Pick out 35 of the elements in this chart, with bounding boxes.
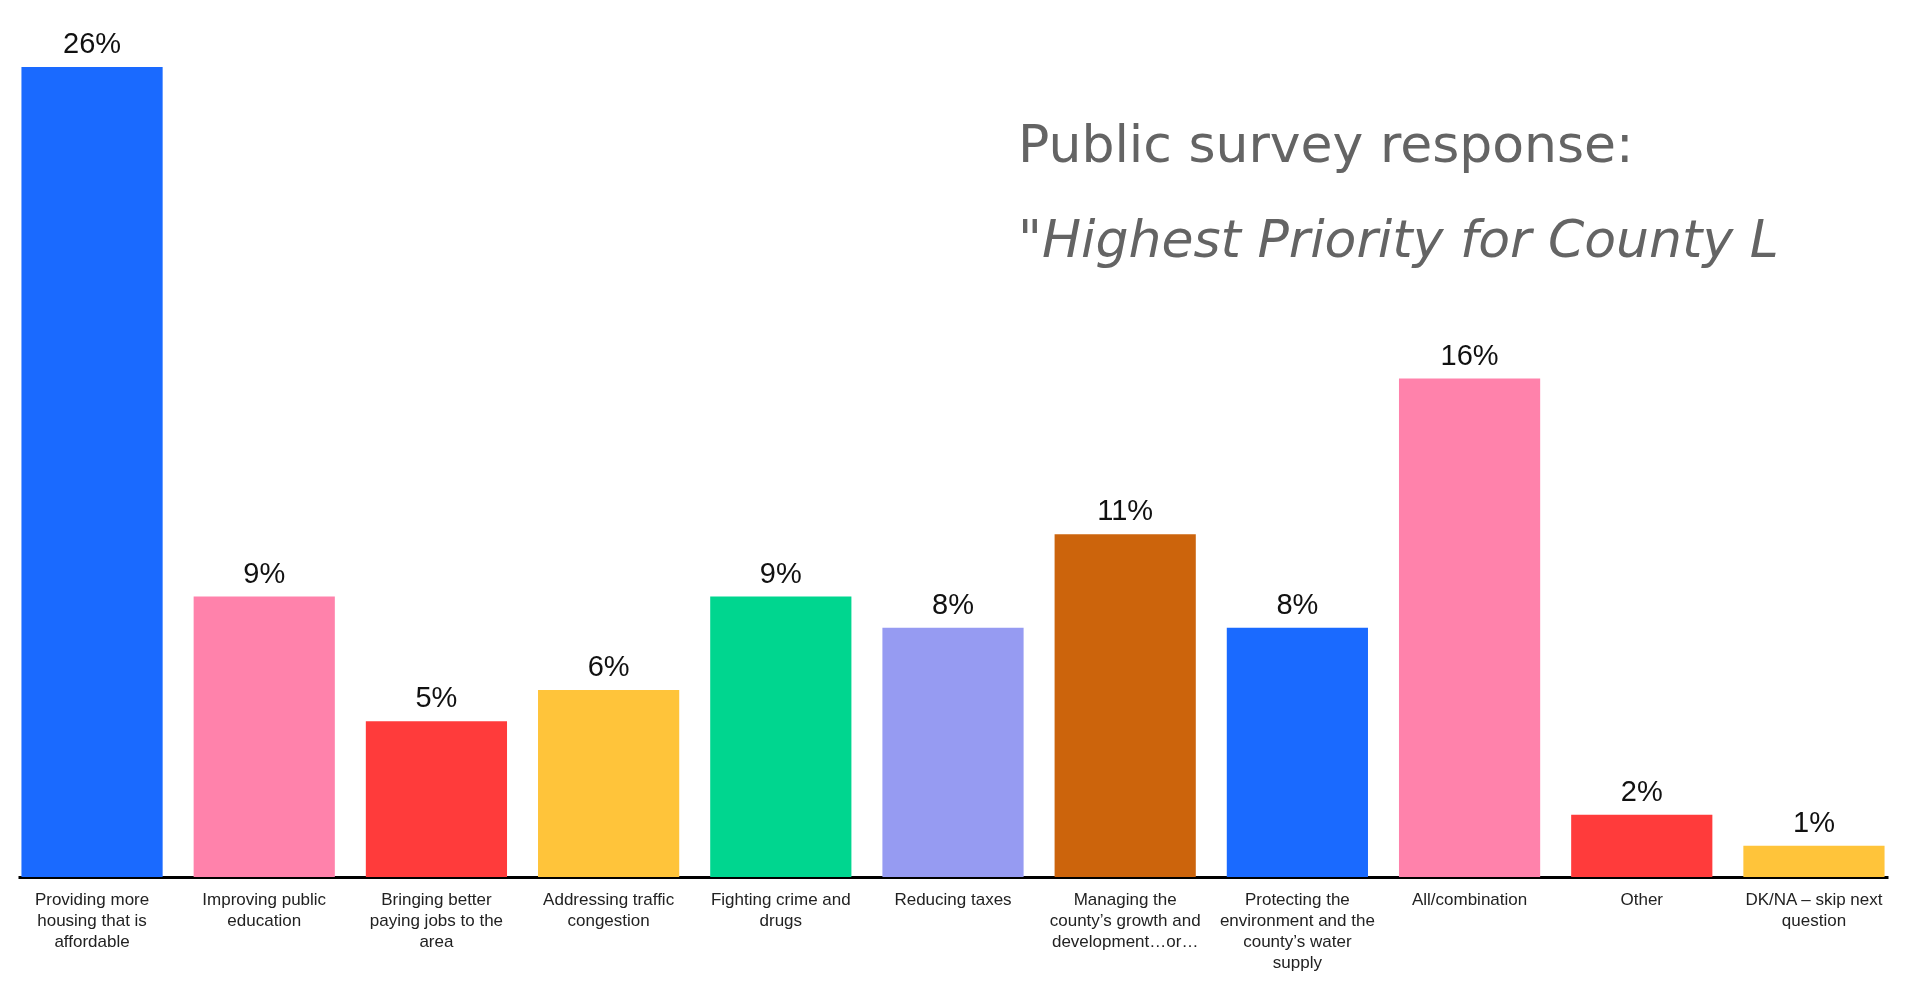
- data-label: 8%: [932, 587, 974, 620]
- bar: [1226, 627, 1368, 877]
- data-label: 2%: [1620, 774, 1663, 807]
- x-tick-label: Fighting crime and drugs: [710, 889, 851, 930]
- text: Public survey response:: [1018, 114, 1634, 174]
- bar: [21, 67, 163, 877]
- data-label: 11%: [1097, 494, 1154, 527]
- x-tick-label: Addressing traffic congestion: [543, 889, 675, 930]
- bar: [1398, 378, 1541, 877]
- bar: [1571, 814, 1713, 877]
- data-label: 6%: [587, 650, 630, 683]
- x-tick-label: Providing more housing that is affordable: [34, 889, 150, 951]
- bar: [193, 596, 335, 877]
- x-tick-label: Improving public education: [202, 889, 327, 930]
- bar: [365, 721, 508, 877]
- data-label: 9%: [759, 556, 802, 589]
- text: "Highest Priority for County L: [1018, 209, 1779, 269]
- x-tick-label: DK/NA – skip next question: [1745, 889, 1883, 930]
- x-tick-label: All/combination: [1411, 889, 1528, 909]
- bar: [538, 690, 680, 877]
- data-label: 26%: [63, 27, 122, 59]
- x-tick-label: Bringing better paying jobs to the area: [369, 889, 504, 951]
- bar: [1054, 534, 1196, 877]
- x-tick-label: Other: [1620, 889, 1664, 909]
- x-tick-label: Managing the county’s growth and development…or…: [1049, 889, 1201, 951]
- bar: [1743, 845, 1885, 877]
- data-label: 1%: [1793, 805, 1835, 838]
- x-tick-label: Reducing taxes: [894, 889, 1012, 909]
- data-label: 9%: [243, 556, 286, 589]
- data-label: 16%: [1440, 338, 1499, 371]
- bar: [882, 627, 1024, 877]
- data-label: 8%: [1276, 587, 1319, 620]
- data-label: 5%: [415, 681, 458, 714]
- bar: [710, 596, 852, 877]
- x-tick-label: Protecting the environment and the county’s water supply: [1219, 889, 1375, 972]
